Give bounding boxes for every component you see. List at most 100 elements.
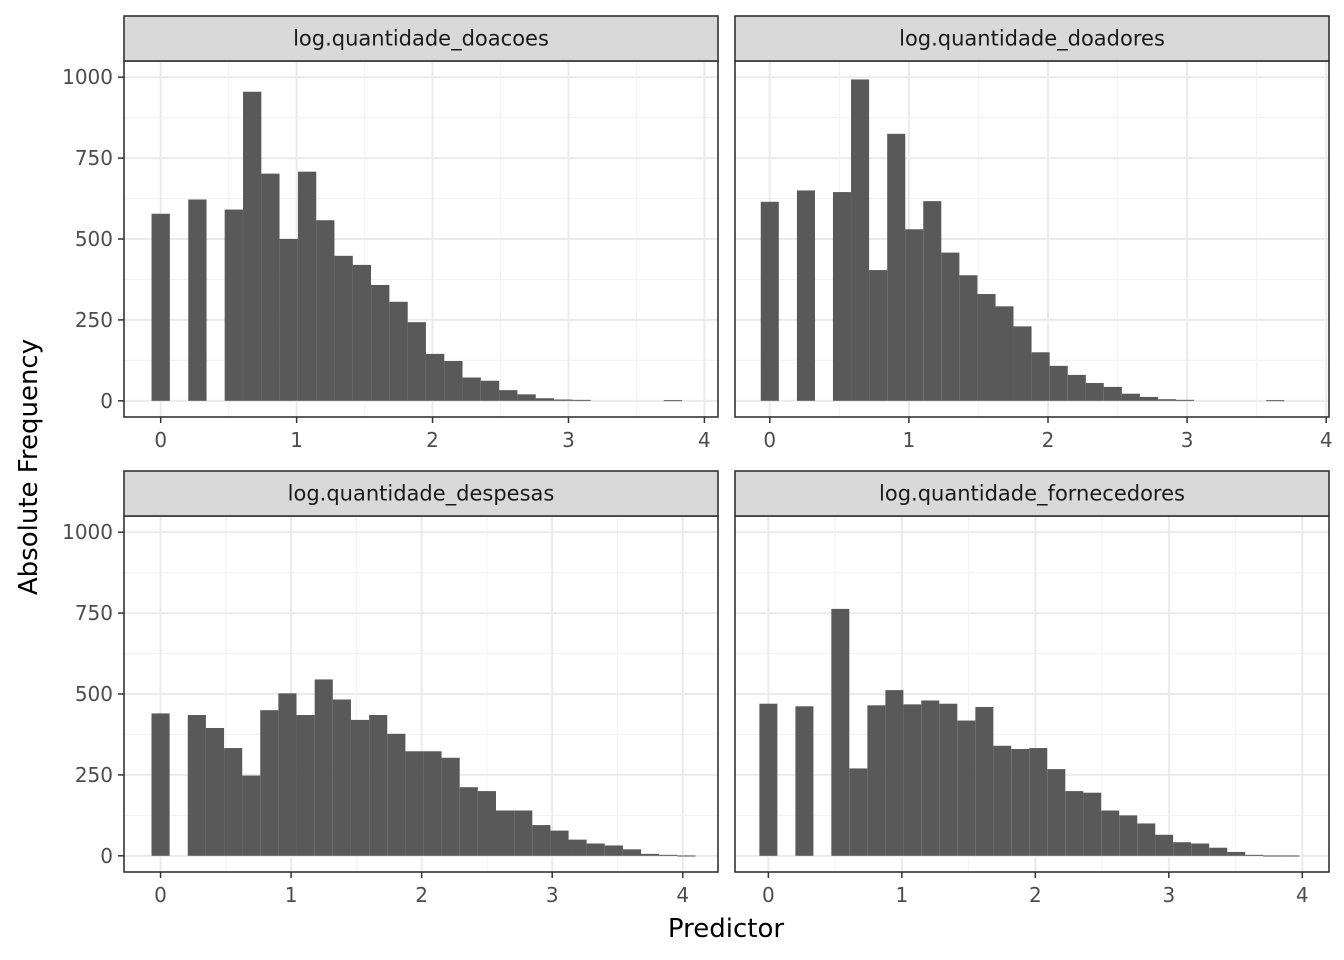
- histogram-bar: [1085, 383, 1104, 401]
- y-tick-label: 500: [75, 227, 113, 251]
- histogram-bar: [261, 173, 280, 401]
- histogram-bar: [760, 201, 779, 401]
- histogram-bar: [1175, 399, 1195, 401]
- histogram-bar: [1266, 400, 1285, 402]
- y-tick-label: 250: [75, 763, 113, 787]
- facet-panel-3: log.quantidade_despesas 0 1 2 3 4 0 250 500 750 10…: [62, 470, 719, 907]
- y-axis-title: Absolute Frequency: [14, 339, 44, 595]
- x-tick-label: 2: [1029, 883, 1042, 907]
- x-tick-label: 3: [562, 428, 575, 452]
- histogram-bar: [1029, 748, 1048, 856]
- x-tick-label: 3: [1181, 428, 1194, 452]
- histogram-bar: [1083, 792, 1102, 856]
- histogram-bar: [759, 703, 778, 856]
- histogram-bar: [586, 843, 605, 856]
- histogram-bar: [923, 201, 942, 401]
- histogram-bar: [939, 703, 958, 856]
- histogram-bar: [459, 787, 478, 856]
- histogram-bar: [205, 727, 225, 856]
- x-tick-label: 2: [426, 428, 439, 452]
- histogram-bar: [903, 704, 922, 856]
- histogram-bar: [332, 699, 351, 856]
- histogram-bar: [352, 264, 372, 401]
- histogram-bar: [296, 715, 315, 856]
- histogram-bar: [1031, 352, 1050, 401]
- histogram-bar: [441, 757, 460, 856]
- histogram-bar: [993, 745, 1012, 856]
- histogram-bar: [425, 353, 445, 401]
- facet-strip: [123, 15, 719, 62]
- y-tick-label: 0: [100, 844, 113, 868]
- histogram-bar: [641, 853, 660, 856]
- histogram-bar: [959, 275, 978, 401]
- facet-strip: [734, 470, 1330, 517]
- histogram-bar: [568, 839, 587, 856]
- x-tick-label: 1: [290, 428, 303, 452]
- facet-strip-label: log.quantidade_fornecedores: [879, 482, 1185, 507]
- histogram-bar: [1119, 815, 1138, 856]
- histogram-bar: [1281, 855, 1300, 857]
- y-tick-label: 1000: [62, 65, 113, 89]
- histogram-bar: [1158, 399, 1177, 401]
- histogram-bar: [977, 294, 996, 401]
- x-tick-label: 0: [154, 428, 167, 452]
- histogram-bar: [480, 380, 500, 401]
- histogram-bar: [851, 79, 870, 401]
- x-tick-label: 4: [698, 428, 711, 452]
- histogram-bar: [407, 322, 426, 401]
- histogram-bar: [905, 229, 924, 401]
- histogram-bar: [1137, 823, 1156, 856]
- facet-strip-label: log.quantidade_doadores: [899, 27, 1165, 52]
- facet-panel-4: log.quantidade_fornecedores 0 1 2 3 4: [734, 470, 1330, 907]
- histogram-bar: [423, 751, 442, 856]
- histogram-bar: [444, 361, 463, 401]
- histogram-bar: [869, 270, 888, 401]
- histogram-bar: [1121, 393, 1140, 401]
- histogram-bar: [1155, 834, 1174, 856]
- histogram-bar: [957, 720, 976, 856]
- histogram-bar: [297, 171, 317, 401]
- y-tick-label: 500: [75, 682, 113, 706]
- histogram-bar: [1263, 855, 1282, 857]
- histogram-bar: [995, 306, 1014, 401]
- histogram-bar: [1103, 386, 1122, 401]
- histogram-bar: [849, 768, 868, 856]
- histogram-bar: [151, 213, 170, 401]
- histogram-bar: [659, 854, 678, 856]
- x-tick-label: 0: [763, 428, 776, 452]
- histogram-bar: [885, 690, 904, 856]
- histogram-bar: [279, 239, 298, 401]
- histogram-bar: [1067, 374, 1086, 401]
- histogram-bar: [550, 830, 569, 856]
- x-tick-label: 1: [903, 428, 916, 452]
- histogram-bar: [243, 91, 262, 401]
- histogram-bar: [496, 810, 515, 856]
- histogram-bar: [514, 810, 533, 856]
- histogram-bar: [1245, 854, 1264, 856]
- histogram-bar: [187, 715, 206, 856]
- histogram-bar: [389, 301, 408, 401]
- histogram-bar: [572, 399, 591, 401]
- histogram-bar: [677, 855, 696, 857]
- histogram-bar: [663, 400, 683, 402]
- histogram-bar: [532, 825, 551, 856]
- histogram-bar: [334, 255, 353, 401]
- histogram-bar: [151, 713, 170, 856]
- histogram-bar: [1227, 851, 1246, 856]
- y-tick-label: 750: [75, 601, 113, 625]
- y-tick-label: 250: [75, 308, 113, 332]
- facet-panel-1: log.quantidade_doacoes 0 1 2 3 4 0 250 500 750 100…: [62, 15, 719, 452]
- histogram-bar: [462, 377, 481, 401]
- histogram-bar: [369, 715, 388, 856]
- histogram-bar: [1209, 847, 1228, 856]
- histogram-bar: [371, 284, 390, 401]
- histogram-bar: [622, 849, 642, 856]
- histogram-bar: [604, 845, 623, 856]
- histogram-bar: [1047, 769, 1066, 856]
- facet-strip-label: log.quantidade_doacoes: [293, 27, 549, 52]
- x-tick-label: 3: [1162, 883, 1175, 907]
- histogram-bar: [554, 399, 573, 401]
- histogram-bar: [975, 706, 994, 856]
- histogram-bar: [387, 733, 406, 856]
